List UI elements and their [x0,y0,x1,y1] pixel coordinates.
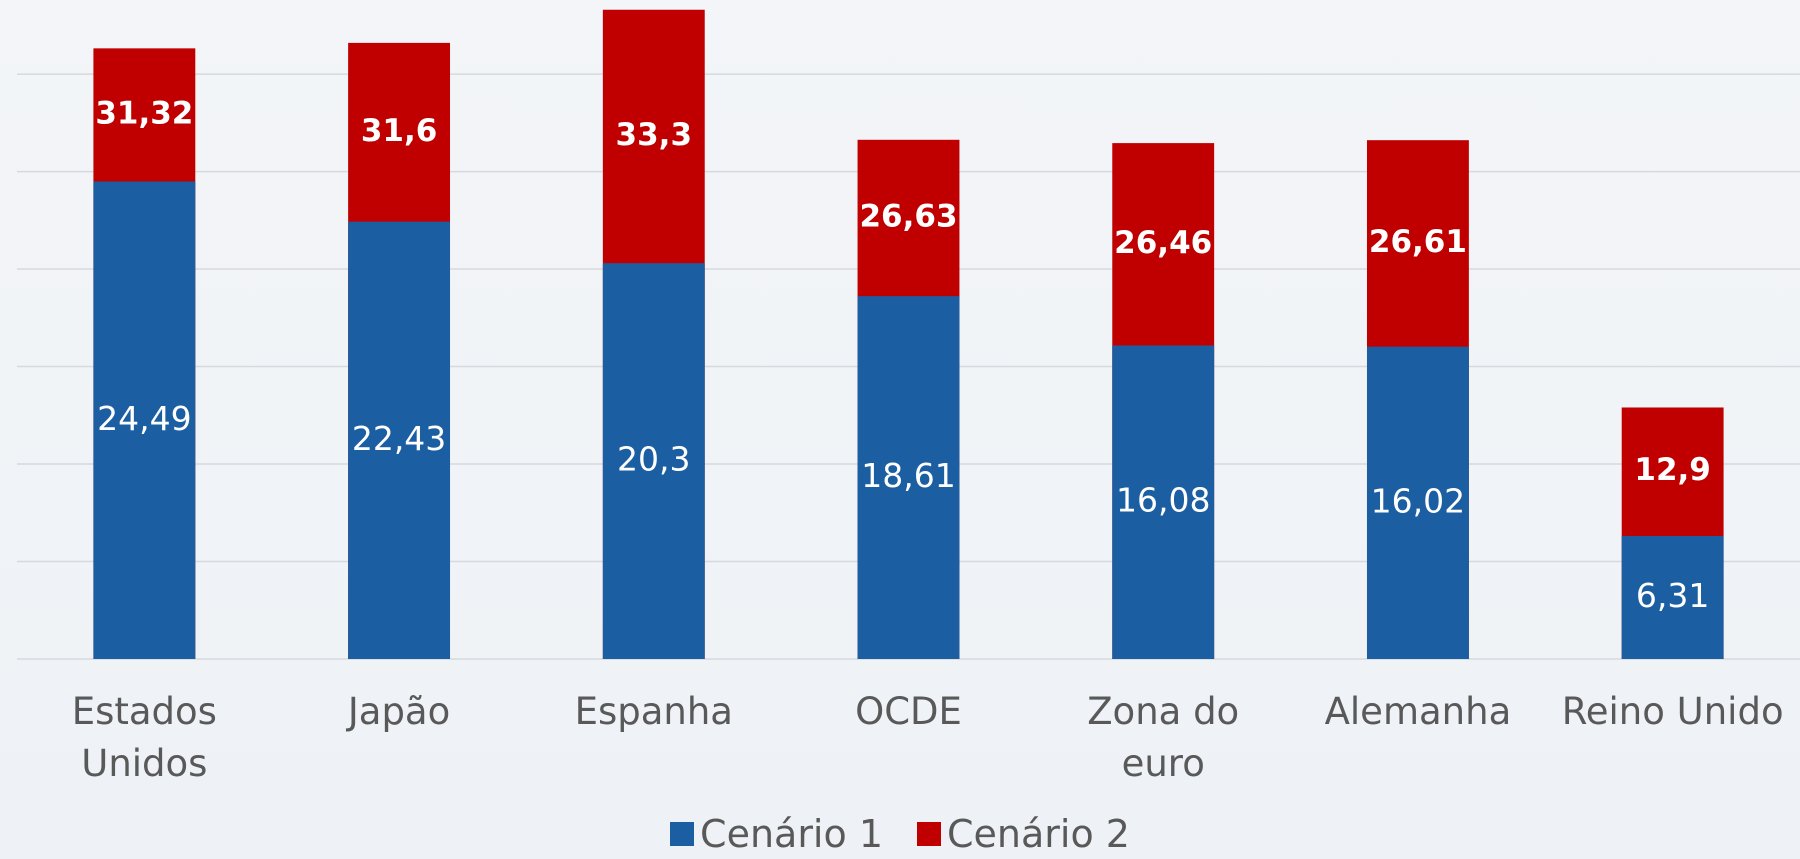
x-tick-label-box: Zona do euro [1087,690,1240,785]
x-tick-label-box: Reino Unido [1561,690,1784,733]
x-tick-label-box: OCDE [855,690,962,733]
bar [857,296,960,659]
chart: 31,32 31,6 33,3 26,63 26,46 26,61 12,9 24,49 22,… [17,9,1800,785]
bar [1112,345,1215,659]
value-label: 16,02 [1371,481,1465,520]
x-tick-label: Espanha [574,690,733,733]
legend-item: Cenário 2 [917,812,1130,856]
value-label: 12,9 [1634,452,1711,488]
legend: Cenário 1 Cenário 2 [0,812,1800,856]
value-label: 26,63 [859,198,957,234]
legend-swatch [670,822,695,846]
value-label: 24,49 [97,399,191,438]
legend-label: Cenário 1 [700,812,883,856]
value-label: 16,08 [1116,481,1210,520]
legend-label: Cenário 2 [947,812,1130,856]
value-label: 31,6 [361,113,438,149]
x-tick-label: Alemanha [1324,690,1512,733]
value-label: 26,61 [1369,224,1467,260]
x-tick-label-box: Japão [347,690,451,733]
value-label: 33,3 [616,117,693,153]
x-tick-label: Japão [347,690,451,733]
x-tick-label: Estados Unidos [71,690,217,785]
value-label: 20,3 [617,440,690,479]
bar [1621,535,1724,659]
x-tick-label-box: Alemanha [1324,690,1512,733]
bar [1366,346,1469,659]
x-tick-label-box: Espanha [574,690,733,733]
x-tick-label: Zona do euro [1087,690,1240,785]
legend-swatch [917,822,941,846]
bar [602,263,705,659]
x-tick-label-box: Estados Unidos [71,690,217,785]
x-tick-label: OCDE [855,690,962,733]
bar [348,221,451,659]
value-label: 6,31 [1636,576,1709,615]
value-label: 31,32 [95,95,193,131]
value-label: 26,46 [1114,225,1212,261]
value-label: 22,43 [352,419,446,458]
value-label: 18,61 [861,456,955,495]
x-tick-label: Reino Unido [1561,690,1784,733]
legend-item: Cenário 1 [670,812,883,856]
bar [93,181,196,659]
